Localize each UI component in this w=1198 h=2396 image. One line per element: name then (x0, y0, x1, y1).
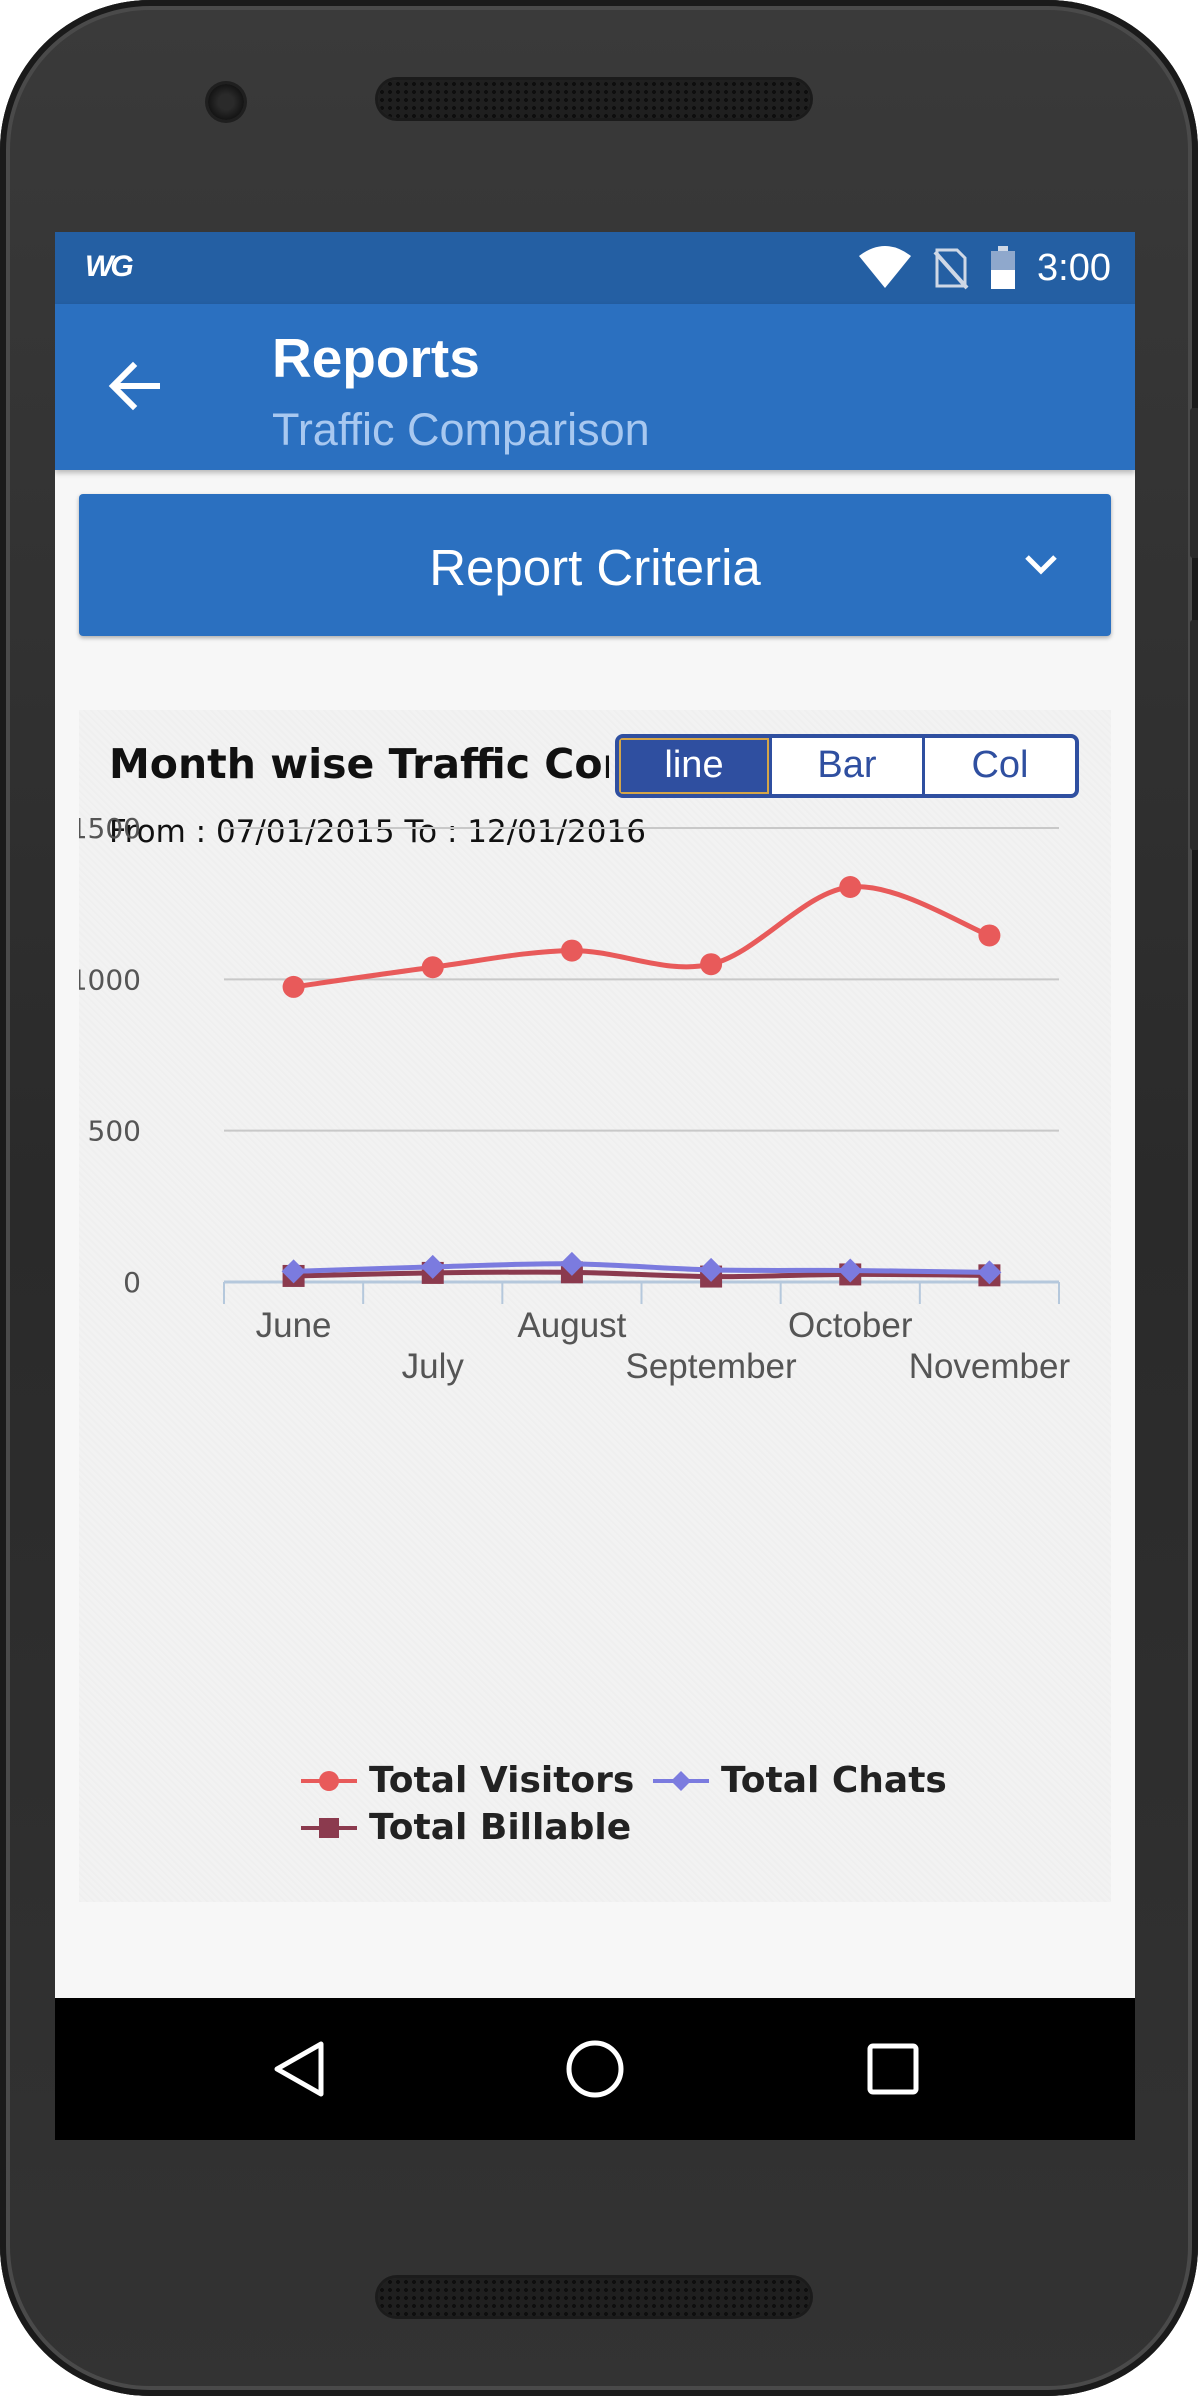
total-visitors-point (978, 924, 1001, 947)
toggle-col-button[interactable]: Col (971, 744, 1029, 786)
x-tick-label: June (256, 1306, 332, 1345)
legend-item-billable[interactable]: Total Billable (301, 1807, 631, 1848)
legend-square-marker (301, 1817, 357, 1838)
page-subtitle: Traffic Comparison (272, 404, 650, 455)
total-visitors-point (700, 953, 723, 976)
chart-type-toggle: line Bar Col (615, 734, 1079, 798)
status-bar: WG 3:00 (55, 232, 1135, 304)
chevron-down-icon (1025, 555, 1057, 575)
arrow-left-icon[interactable] (103, 354, 167, 418)
total-chats-point (281, 1259, 306, 1284)
y-tick-label: 1500 (79, 812, 141, 845)
no-sim-icon (933, 248, 969, 290)
total-chats-line (293, 1261, 990, 1275)
home-circle-icon[interactable] (562, 2036, 628, 2102)
x-tick-label: November (909, 1347, 1071, 1386)
legend-label: Total Visitors (369, 1760, 635, 1801)
total-chats-point (559, 1251, 584, 1276)
total-visitors-line (293, 884, 991, 990)
total-visitors-point (421, 956, 444, 979)
app-bar: Reports Traffic Comparison (55, 304, 1135, 470)
x-tick-label: September (625, 1347, 797, 1386)
chart-date-range: From : 07/01/2015 To : 12/01/2016 (109, 814, 646, 850)
legend-circle-marker (301, 1770, 357, 1791)
top-speaker-grille (378, 80, 810, 118)
y-tick-label: 500 (88, 1115, 141, 1148)
report-criteria-button[interactable]: Report Criteria (79, 494, 1111, 636)
chart-card: Month wise Traffic Comp From : 07/01/201… (79, 710, 1111, 1902)
x-tick-label: July (402, 1347, 465, 1386)
x-tick-label: August (517, 1306, 626, 1345)
y-tick-label: 0 (123, 1266, 141, 1299)
total-chats-point (420, 1254, 445, 1279)
bottom-speaker-grille (378, 2278, 810, 2316)
total-visitors-point (839, 876, 862, 899)
back-triangle-icon[interactable] (267, 2036, 333, 2102)
volume-button (1190, 620, 1198, 850)
wifi-icon (859, 246, 912, 288)
total-visitors-point (560, 939, 583, 962)
total-chats-point (977, 1260, 1002, 1285)
chart-title: Month wise Traffic Comp (109, 740, 609, 788)
system-nav-bar (55, 1998, 1135, 2140)
power-button (1190, 408, 1198, 558)
recents-square-icon[interactable] (860, 2036, 926, 2102)
total-chats-point (838, 1258, 863, 1283)
legend-diamond-marker (653, 1770, 709, 1791)
legend-label: Total Chats (721, 1760, 947, 1801)
front-camera (208, 84, 244, 120)
toggle-line-button[interactable]: line (619, 738, 772, 794)
total-visitors-point (282, 975, 305, 998)
line-chart: 0 500 1000 1500 June July AugustSeptemberOctob… (79, 812, 1071, 1386)
legend-label: Total Billable (369, 1807, 632, 1848)
report-criteria-label: Report Criteria (429, 539, 761, 596)
toggle-bar-button[interactable]: Bar (772, 738, 925, 794)
page-title: Reports (272, 327, 480, 389)
total-chats-point (699, 1257, 724, 1282)
total-billable-line (293, 1269, 990, 1280)
battery-icon (991, 246, 1016, 289)
x-tick-label: October (788, 1306, 913, 1345)
app-logo: WG (85, 250, 134, 283)
legend-item-chats[interactable]: Total Chats (653, 1760, 947, 1801)
clock: 3:00 (1037, 246, 1111, 289)
screen: WG 3:00 Repor (55, 232, 1135, 2140)
legend-item-visitors[interactable]: Total Visitors (301, 1760, 634, 1801)
y-tick-label: 1000 (79, 963, 141, 996)
